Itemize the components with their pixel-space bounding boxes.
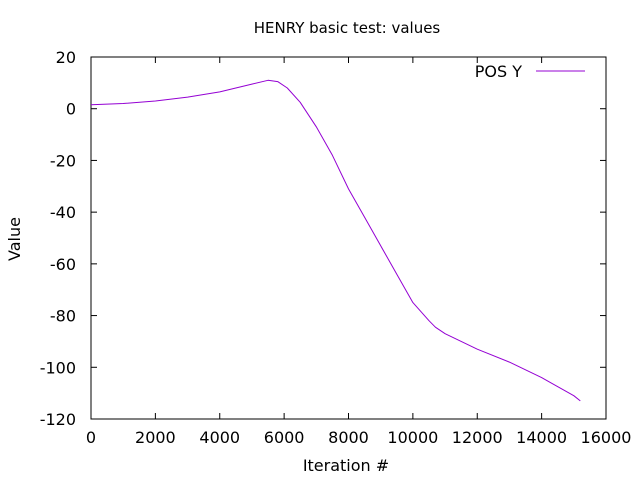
x-tick-label: 12000	[452, 428, 503, 447]
y-axis-title: Value	[5, 217, 24, 261]
plot-frame	[90, 56, 607, 420]
y-tick-label: -40	[50, 203, 76, 222]
x-tick-label: 10000	[387, 428, 438, 447]
y-tick-label: -20	[50, 151, 76, 170]
y-tick-label: -120	[40, 410, 76, 429]
ticks-layer: 0 2000 4000 6000 8000 10000 12000 14000 16000 20 0…	[40, 48, 632, 447]
y-tick-label: -60	[50, 255, 76, 274]
x-axis-title: Iteration #	[303, 456, 389, 475]
chart-title: HENRY basic test: values	[254, 19, 441, 37]
legend-label-pos-y: POS Y	[475, 62, 522, 81]
series-line-pos-y	[90, 79, 581, 402]
x-tick-label: 0	[86, 428, 96, 447]
y-tick-label: -100	[40, 358, 76, 377]
y-tick-label: 20	[56, 48, 76, 67]
series-layer	[90, 79, 581, 402]
x-tick-label: 2000	[135, 428, 176, 447]
x-tick-label: 14000	[516, 428, 567, 447]
x-tick-label: 8000	[328, 428, 369, 447]
x-tick-label: 4000	[199, 428, 240, 447]
y-tick-label: 0	[66, 100, 76, 119]
x-tick-label: 6000	[264, 428, 305, 447]
x-tick-label: 16000	[581, 428, 632, 447]
legend: POS Y	[475, 62, 585, 81]
y-tick-label: -80	[50, 307, 76, 326]
